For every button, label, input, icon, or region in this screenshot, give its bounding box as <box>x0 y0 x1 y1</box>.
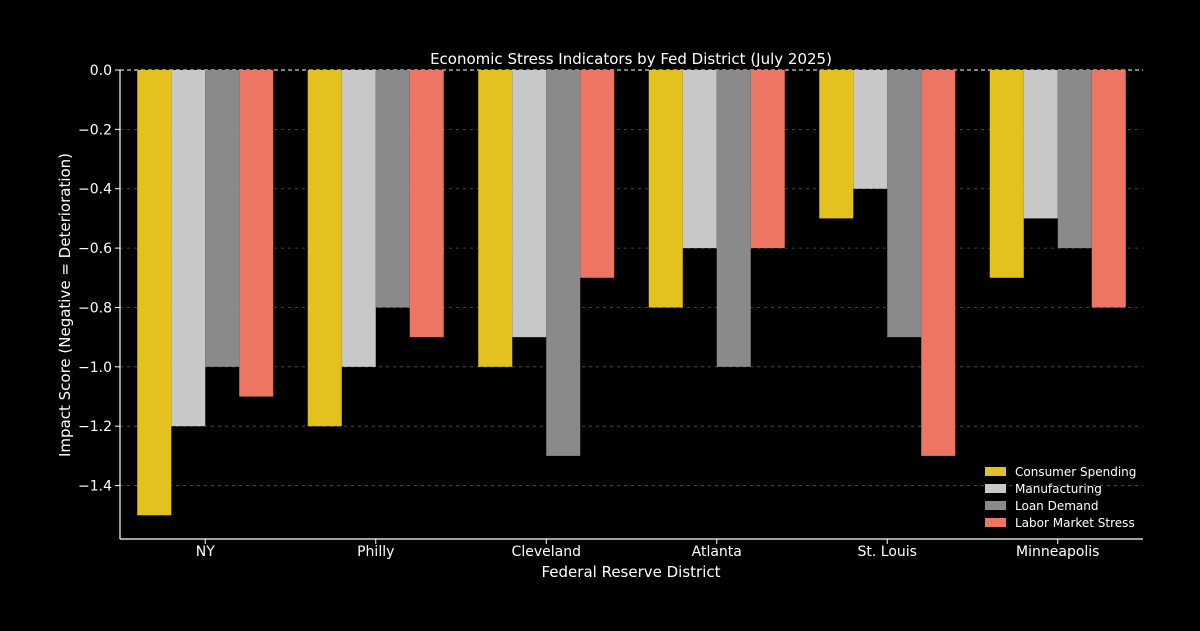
bar-loan-demand-minneapolis <box>1057 70 1092 249</box>
bar-manufacturing-st-louis <box>853 70 888 189</box>
y-tick-label: −1.0 <box>78 360 112 376</box>
bar-consumer-spending-st-louis <box>819 70 854 219</box>
legend-swatch <box>985 484 1006 493</box>
bars <box>137 70 1126 516</box>
x-tick-label: St. Louis <box>858 544 917 560</box>
y-tick-label: 0.0 <box>90 63 112 79</box>
bar-loan-demand-st-louis <box>887 70 922 338</box>
bar-loan-demand-philly <box>375 70 410 308</box>
legend-label: Consumer Spending <box>1015 465 1136 479</box>
x-tick-label: Minneapolis <box>1016 544 1099 560</box>
bar-labor-market-stress-atlanta <box>750 70 785 249</box>
x-tick-label: NY <box>196 544 215 560</box>
axes <box>119 70 1143 540</box>
bar-labor-market-stress-minneapolis <box>1091 70 1126 308</box>
bar-labor-market-stress-cleveland <box>580 70 615 278</box>
chart-title: Economic Stress Indicators by Fed Distri… <box>430 50 832 68</box>
legend-swatch <box>985 501 1006 510</box>
y-tick-label: −1.2 <box>78 419 112 435</box>
legend-swatch <box>985 467 1006 476</box>
y-tick-label: −0.6 <box>78 241 112 257</box>
x-axis-label: Federal Reserve District <box>541 563 720 581</box>
bar-consumer-spending-atlanta <box>648 70 683 308</box>
legend-swatch <box>985 518 1006 527</box>
bar-consumer-spending-cleveland <box>478 70 513 367</box>
y-tick-label: −0.8 <box>78 300 112 316</box>
bar-labor-market-stress-philly <box>409 70 444 338</box>
y-axis-label: Impact Score (Negative = Deterioration) <box>56 153 74 457</box>
legend-label: Manufacturing <box>1015 482 1102 496</box>
bar-consumer-spending-ny <box>137 70 172 516</box>
x-tick-label: Atlanta <box>692 544 742 560</box>
bar-manufacturing-philly <box>341 70 376 367</box>
x-tick-label: Cleveland <box>512 544 581 560</box>
bar-labor-market-stress-ny <box>239 70 274 397</box>
bar-loan-demand-atlanta <box>716 70 751 367</box>
bar-consumer-spending-philly <box>307 70 342 427</box>
bar-consumer-spending-minneapolis <box>989 70 1024 278</box>
y-tick-label: −0.2 <box>78 122 112 138</box>
bar-manufacturing-cleveland <box>512 70 547 338</box>
legend-label: Labor Market Stress <box>1015 516 1135 530</box>
x-tick-label: Philly <box>357 544 394 560</box>
x-ticks: NY Philly Cleveland Atlanta St. Louis Minneap… <box>196 539 1099 560</box>
y-ticks: 0.0 −0.2 −0.4 −0.6 −0.8 −1.0 −1.2 −1.4 <box>78 63 120 495</box>
bar-loan-demand-cleveland <box>546 70 581 456</box>
gridlines <box>120 69 1143 486</box>
bar-manufacturing-atlanta <box>682 70 717 249</box>
legend-label: Loan Demand <box>1015 499 1098 513</box>
bar-loan-demand-ny <box>205 70 240 367</box>
bar-labor-market-stress-st-louis <box>921 70 956 456</box>
bar-manufacturing-minneapolis <box>1023 70 1058 219</box>
y-tick-label: −0.4 <box>78 182 112 198</box>
legend: Consumer Spending Manufacturing Loan Deman… <box>985 465 1136 530</box>
y-tick-label: −1.4 <box>78 479 112 495</box>
bar-manufacturing-ny <box>171 70 206 427</box>
